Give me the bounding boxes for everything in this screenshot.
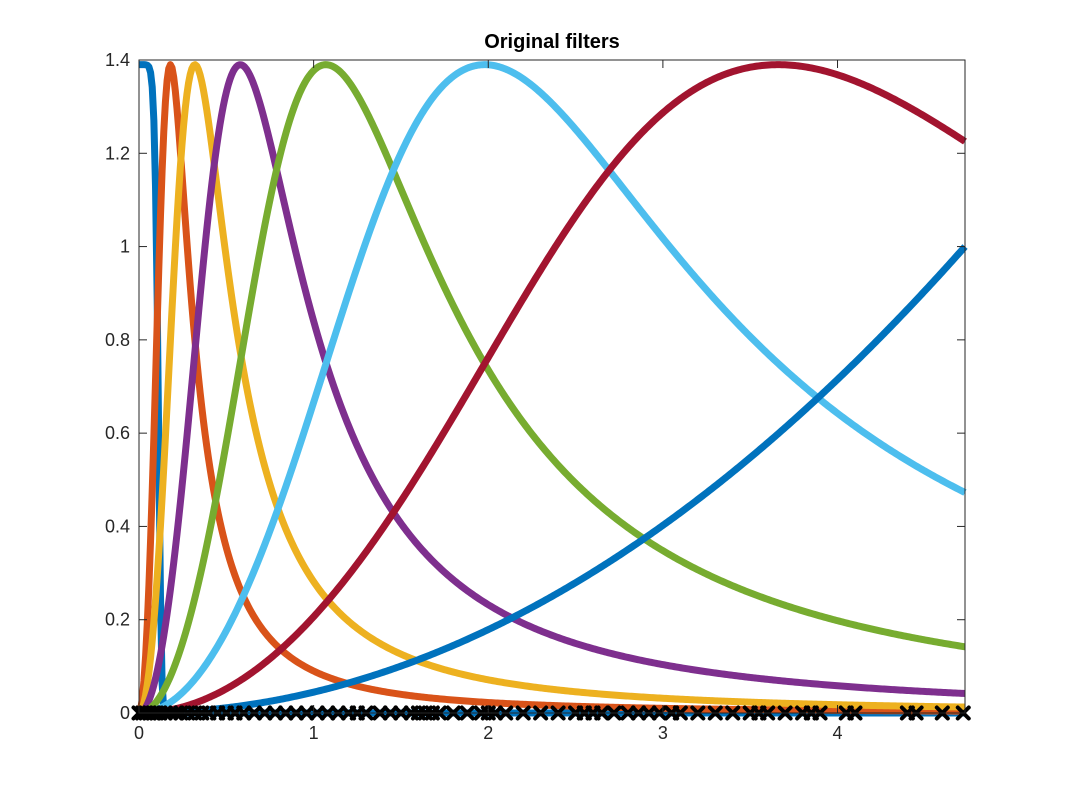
x-tick-label: 2	[483, 723, 493, 743]
y-tick-label: 0.2	[105, 610, 130, 630]
series-line-6	[137, 61, 967, 717]
series-layer	[135, 61, 968, 717]
x-tick-label: 3	[658, 723, 668, 743]
series-line-2	[135, 61, 967, 715]
ticks: 0 1 2 3 4 0 0.2 0.4 0.6 0.8 1 1.2 1.4	[105, 50, 965, 743]
chart-title: Original filters	[484, 31, 620, 53]
plot-frame	[138, 59, 966, 714]
y-tick-label: 0.6	[105, 423, 130, 443]
y-tick-label: 0	[120, 703, 130, 723]
y-tick-label: 1.2	[105, 143, 130, 163]
axes	[138, 59, 966, 714]
plot-background	[139, 60, 965, 713]
y-tick-label: 1.4	[105, 50, 130, 70]
y-tick-label: 0.8	[105, 330, 130, 350]
series-line-7	[137, 61, 967, 717]
series-line-5	[137, 61, 967, 717]
x-tick-label: 0	[134, 723, 144, 743]
x-tick-label: 4	[833, 723, 843, 743]
y-tick-label: 0.4	[105, 516, 130, 536]
x-tick-label: 1	[309, 723, 319, 743]
series-line-8	[137, 244, 968, 717]
y-tick-label: 1	[120, 237, 130, 257]
